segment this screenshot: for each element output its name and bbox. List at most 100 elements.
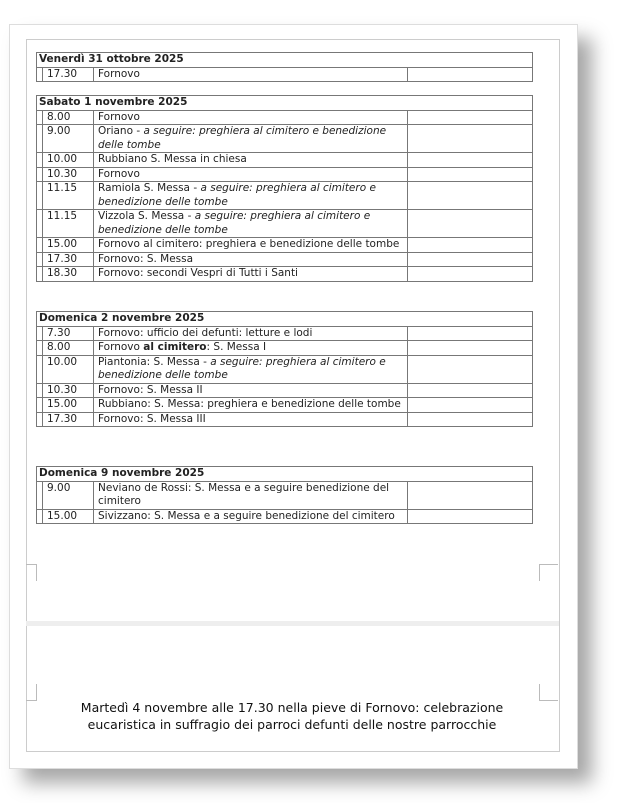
description-cell: Fornovo [93,66,408,82]
time-cell: 10.30 [42,166,94,182]
time-cell: 15.00 [42,237,94,253]
description-text: al cimitero [143,341,207,353]
page-divider [26,621,559,626]
empty-cell [407,397,533,413]
description-cell: Ramiola S. Messa - a seguire: preghiera … [93,181,408,210]
description-text: Fornovo [98,110,140,123]
time-cell: 10.00 [42,354,94,384]
description-text: Neviano de Rossi: S. Messa e a seguire b… [98,481,390,508]
description-cell: Neviano de Rossi: S. Messa e a seguire b… [93,480,408,510]
schedule-row: 10.30 Fornovo: S. Messa II [36,382,533,398]
description-cell: Fornovo al cimitero: S. Messa I [93,340,408,356]
description-text: Oriano - [98,125,144,137]
description-text: Rubbiano: S. Messa: preghiera e benedizi… [98,398,401,410]
crop-mark [539,684,558,701]
description-cell: Fornovo: ufficio dei defunti: letture e … [93,325,408,341]
time-cell: 15.00 [42,508,94,524]
empty-cell [407,480,533,510]
description-text: Fornovo: secondi Vespri di Tutti i Santi [98,267,298,279]
schedule-row: 17.30 Fornovo [36,66,533,82]
time-cell: 11.15 [42,181,94,210]
description-text: Fornovo [98,67,140,80]
description-text: a seguire: preghiera al cimitero e bened… [98,355,386,382]
schedule-row: 15.00 Rubbiano: S. Messa: preghiera e ben… [36,397,533,413]
description-text: Fornovo: S. Messa [98,252,194,265]
note-line-2: eucaristica in suffragio dei parroci def… [87,717,497,732]
description-text: Fornovo [98,341,144,353]
description-cell: Rubbiano: S. Messa: preghiera e benedizi… [93,397,408,413]
description-text: Fornovo al cimitero: preghiera e benediz… [98,238,400,250]
empty-cell [407,237,533,253]
description-text: Fornovo: ufficio dei defunti: letture e … [98,326,313,339]
description-text: a seguire: preghiera al cimitero e bened… [98,182,376,208]
day-title: Domenica 9 novembre 2025 [36,466,533,482]
schedule-row: 18.30 Fornovo: secondi Vespri di Tutti i … [36,266,533,282]
day-title: Venerdì 31 ottobre 2025 [36,52,533,68]
description-cell: Fornovo al cimitero: preghiera e benediz… [93,237,408,253]
description-text: Ramiola S. Messa - [98,182,201,194]
time-cell: 17.30 [42,66,94,82]
crop-mark [539,564,558,581]
schedule-row: 10.00 Piantonia: S. Messa - a seguire: pr… [36,354,533,384]
schedule-row: 10.00 Rubbiano S. Messa in chiesa [36,152,533,168]
time-cell: 17.30 [42,411,94,427]
description-cell: Fornovo [93,166,408,182]
empty-cell [407,325,533,341]
empty-cell [407,354,533,384]
description-text: Fornovo [98,167,140,180]
empty-cell [407,209,533,238]
time-cell: 9.00 [42,480,94,510]
schedule-row: 8.00 Fornovo [36,109,533,125]
empty-cell [407,152,533,168]
description-text: Sivizzano: S. Messa e a seguire benedizi… [98,509,395,522]
schedule-row: 17.30 Fornovo: S. Messa III [36,411,533,427]
time-cell: 8.00 [42,340,94,356]
description-text: Rubbiano S. Messa in chiesa [98,153,247,165]
description-cell: Fornovo: secondi Vespri di Tutti i Santi [93,266,408,282]
day-table: Domenica 9 novembre 2025 9.00 Neviano de R… [36,466,533,524]
empty-cell [407,166,533,182]
time-cell: 8.00 [42,109,94,125]
empty-cell [407,66,533,82]
description-text: a seguire: preghiera al cimitero e bened… [98,125,387,151]
description-text: Piantonia: S. Messa - [98,355,211,368]
empty-cell [407,340,533,356]
description-text: : S. Messa I [206,341,267,353]
empty-cell [407,382,533,398]
description-cell: Vizzola S. Messa - a seguire: preghiera … [93,209,408,238]
description-text: Fornovo: S. Messa III [98,412,206,425]
crop-mark [26,684,37,701]
time-cell: 18.30 [42,266,94,282]
description-cell: Fornovo [93,109,408,125]
schedule-row: 17.30 Fornovo: S. Messa [36,251,533,267]
time-cell: 10.00 [42,152,94,168]
time-cell: 10.30 [42,382,94,398]
schedule-row: 15.00 Fornovo al cimitero: preghiera e be… [36,237,533,253]
empty-cell [407,266,533,282]
day-table: Sabato 1 novembre 2025 8.00 Fornovo 9.00 Ori… [36,95,533,282]
description-text: Vizzola S. Messa - [98,210,195,222]
day-table: Venerdì 31 ottobre 2025 17.30 Fornovo [36,52,533,82]
day-title: Sabato 1 novembre 2025 [36,95,533,111]
description-cell: Fornovo: S. Messa II [93,382,408,398]
schedule-row: 11.15 Ramiola S. Messa - a seguire: pregh… [36,181,533,210]
schedule-row: 15.00 Sivizzano: S. Messa e a seguire ben… [36,508,533,524]
schedule-row: 11.15 Vizzola S. Messa - a seguire: pregh… [36,209,533,238]
empty-cell [407,109,533,125]
note-line-1: Martedì 4 novembre alle 17.30 nella piev… [80,700,504,715]
day-title: Domenica 2 novembre 2025 [36,311,533,327]
description-cell: Fornovo: S. Messa III [93,411,408,427]
empty-cell [407,508,533,524]
schedule-row: 10.30 Fornovo [36,166,533,182]
schedule-row: 9.00 Neviano de Rossi: S. Messa e a segui… [36,480,533,510]
day-table: Domenica 2 novembre 2025 7.30 Fornovo: uff… [36,311,533,427]
schedule-row: 9.00 Oriano - a seguire: preghiera al cim… [36,124,533,153]
time-cell: 9.00 [42,124,94,153]
time-cell: 17.30 [42,251,94,267]
time-cell: 11.15 [42,209,94,238]
description-cell: Rubbiano S. Messa in chiesa [93,152,408,168]
schedule-row: 7.30 Fornovo: ufficio dei defunti: lettur… [36,325,533,341]
description-text: Fornovo: S. Messa II [98,383,203,396]
description-cell: Piantonia: S. Messa - a seguire: preghie… [93,354,408,384]
empty-cell [407,181,533,210]
